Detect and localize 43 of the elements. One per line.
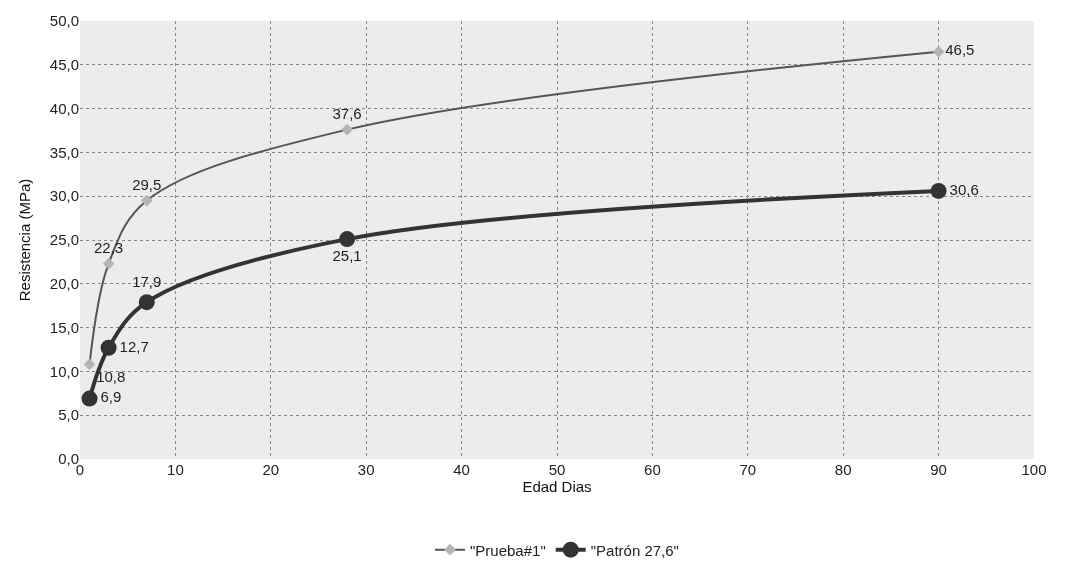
data-label: 30,6 <box>949 180 979 198</box>
y-tick-label: 45,0 <box>49 56 79 74</box>
data-label: 10,8 <box>96 368 126 386</box>
x-tick-label: 50 <box>548 461 566 478</box>
point <box>83 358 96 371</box>
x-tick-label: 80 <box>834 461 852 478</box>
y-tick-label: 10,0 <box>49 362 79 380</box>
y-tick-label: 50,0 <box>49 12 79 30</box>
legend-label: "Prueba#1" <box>470 541 546 559</box>
x-tick-label: 90 <box>930 461 947 478</box>
x-tick-label: 60 <box>644 461 661 478</box>
point <box>930 182 947 199</box>
x-tick-label: 30 <box>357 461 375 478</box>
y-tick-label: 5,0 <box>58 406 79 424</box>
data-label: 25,1 <box>332 247 362 265</box>
x-tick-label: 70 <box>739 461 757 478</box>
legend-label: "Patrón 27,6" <box>590 541 679 559</box>
data-label: 46,5 <box>945 41 975 59</box>
y-tick-label: 20,0 <box>49 275 79 293</box>
point <box>138 294 155 311</box>
point <box>339 231 356 248</box>
data-label: 37,6 <box>332 105 362 123</box>
point <box>932 45 945 58</box>
x-tick-label: 100 <box>1021 461 1047 478</box>
data-label: 17,9 <box>132 273 162 291</box>
x-tick-label: 10 <box>167 461 184 478</box>
y-tick-label: 40,0 <box>49 99 79 117</box>
x-axis-title: Edad Dias <box>522 478 592 495</box>
data-label: 6,9 <box>100 388 122 406</box>
data-label: 29,5 <box>132 176 162 194</box>
point <box>81 390 98 407</box>
point <box>140 194 153 207</box>
point <box>341 123 353 136</box>
y-tick-label: 25,0 <box>49 231 79 249</box>
data-label: 12,7 <box>119 337 149 355</box>
point <box>102 257 115 270</box>
x-tick-label: 40 <box>453 461 470 478</box>
x-tick-label: 20 <box>262 461 280 478</box>
y-tick-label: 35,0 <box>49 143 79 161</box>
y-tick-label: 15,0 <box>49 318 79 336</box>
y-axis-title: Resistencia (MPa) <box>16 178 34 302</box>
y-tick-label: 30,0 <box>49 187 79 205</box>
point <box>100 339 117 356</box>
